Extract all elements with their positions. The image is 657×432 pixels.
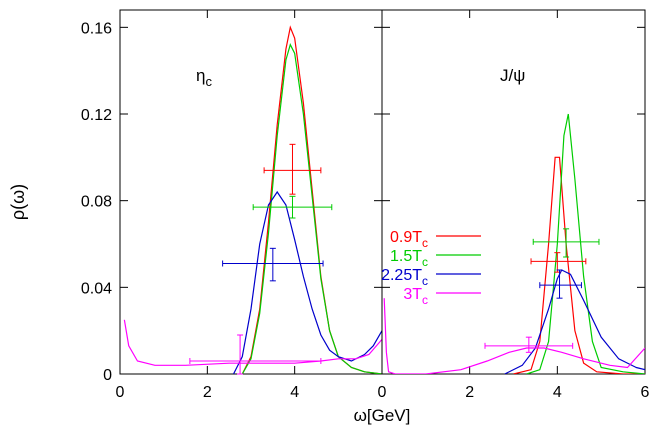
x-tick-label: 2	[203, 384, 212, 401]
x-tick-label: 0	[378, 384, 387, 401]
panel-eta-c: 0 2 4 ηc	[116, 9, 383, 401]
panel-frame	[119, 9, 383, 375]
series-line-2_25tc	[232, 190, 382, 374]
panel-label: ηc	[196, 66, 212, 89]
x-tick-label: 4	[553, 384, 562, 401]
panel-frame	[381, 9, 646, 375]
legend-label-subscript: c	[422, 293, 428, 307]
legend-label-base: 1.5T	[390, 248, 422, 265]
y-axis-label: ρ(ω)	[8, 184, 28, 220]
y-tick-label: 0	[103, 367, 112, 384]
series-line-2_25tc	[504, 269, 645, 374]
x-axis-label: ω[GeV]	[354, 406, 411, 425]
x-tick-label: 2	[465, 384, 474, 401]
x-tick-label: 4	[290, 384, 299, 401]
x-tick-label: 0	[116, 384, 125, 401]
y-tick-group: 0 0.04 0.08 0.12 0.16	[81, 20, 645, 384]
x-tick-label: 6	[641, 384, 650, 401]
legend-label-base: 3T	[403, 286, 422, 303]
y-tick-label: 0.04	[81, 280, 112, 297]
legend-label: 0.9Tc	[390, 229, 428, 250]
series-line-0_9tc	[513, 156, 645, 374]
legend-label-subscript: c	[422, 274, 428, 288]
series-line-3tc	[123, 319, 382, 366]
y-tick-label: 0.16	[81, 20, 112, 37]
series-line-1_5tc	[241, 43, 382, 374]
legend-label: 1.5Tc	[390, 248, 428, 269]
legend-label-subscript: c	[422, 236, 428, 250]
panel-label-base: η	[196, 66, 205, 85]
legend-label: 2.25Tc	[381, 267, 428, 288]
legend-label-base: 0.9T	[390, 229, 422, 246]
legend-label-subscript: c	[422, 255, 428, 269]
panel-label-subscript: c	[205, 74, 212, 89]
legend-label: 3Tc	[403, 286, 428, 307]
series-line-3tc	[383, 298, 645, 374]
legend-label-base: 2.25T	[381, 267, 422, 284]
y-tick-label: 0.12	[81, 107, 112, 124]
y-tick-label: 0.08	[81, 194, 112, 211]
panel-j-psi: 0 2 4 6 J/ψ	[378, 9, 650, 401]
series-line-1_5tc	[526, 113, 645, 374]
panel-label: J/ψ	[500, 66, 525, 85]
panel-label-base: J/ψ	[500, 66, 525, 85]
